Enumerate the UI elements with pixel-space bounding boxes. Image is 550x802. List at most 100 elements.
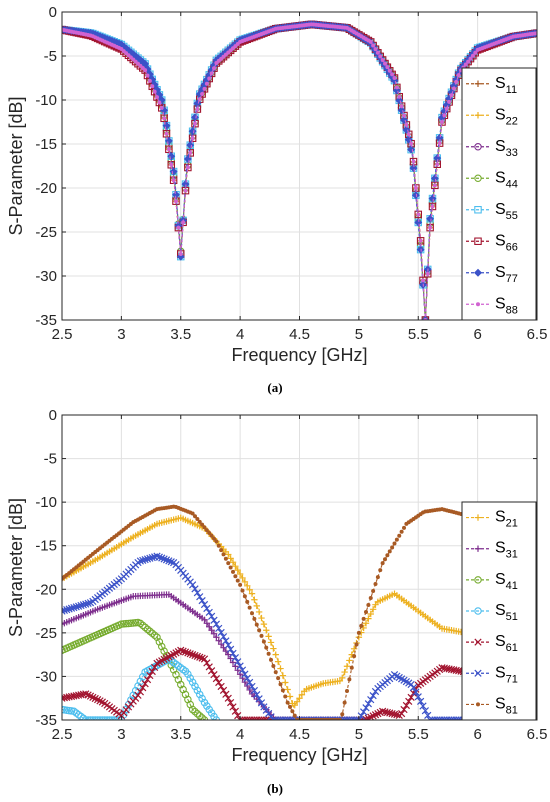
- series-point-S88: [181, 220, 186, 225]
- series-point-S61: [224, 694, 232, 702]
- series-point-S81: [392, 541, 397, 546]
- series-point-S71: [162, 556, 171, 564]
- series-point-S71: [148, 553, 156, 562]
- series-point-S88: [449, 93, 454, 98]
- series-point-S21: [365, 615, 372, 622]
- series-point-S61: [203, 659, 211, 667]
- legend-swatch-marker: [474, 576, 482, 584]
- series-point-S71: [189, 581, 197, 589]
- legend-label: S71: [495, 664, 518, 685]
- legend-box: [461, 67, 537, 321]
- series-point-S88: [411, 159, 416, 164]
- series-point-S41: [196, 712, 204, 720]
- series-point-S71: [219, 633, 228, 641]
- legend-label-subscript: 61: [506, 642, 518, 654]
- legend-label-base: S: [495, 264, 506, 281]
- series-point-S81: [202, 525, 207, 530]
- series-point-S61: [146, 671, 154, 680]
- series-point-S77: [395, 96, 404, 105]
- legend-label-subscript: 22: [506, 115, 518, 127]
- series-point-S77: [188, 127, 197, 136]
- series-point-S21: [227, 555, 234, 562]
- x-axis-label: Frequency [GHz]: [231, 345, 367, 365]
- x-tick-label: 5: [355, 326, 363, 343]
- series-point-S81: [221, 552, 226, 557]
- series-point-S71: [364, 700, 372, 708]
- legend-swatch-marker: [474, 514, 482, 521]
- series-point-S21: [291, 701, 298, 709]
- series-point-S61: [141, 680, 149, 688]
- series-point-S71: [421, 707, 429, 715]
- series-point-S77: [167, 152, 176, 161]
- legend-label: S21: [495, 509, 518, 530]
- legend-swatch-marker: [474, 638, 482, 646]
- series-point-S77: [426, 214, 435, 223]
- series-point-S71: [196, 593, 204, 601]
- series-point-S81: [354, 642, 359, 647]
- series-point-S61: [229, 703, 237, 711]
- series-point-S71: [255, 695, 263, 703]
- series-point-S21: [360, 624, 367, 632]
- series-point-S88: [371, 43, 376, 48]
- y-tick-label: -25: [35, 625, 57, 642]
- series-point-S21: [343, 663, 351, 670]
- legend-label-subscript: 81: [506, 704, 518, 716]
- series-point-S21: [293, 698, 301, 705]
- series-point-S88: [463, 62, 468, 67]
- series-point-S81: [207, 530, 212, 535]
- x-tick-label: 2.5: [52, 326, 73, 343]
- legend-label: S31: [495, 540, 518, 561]
- series-point-S41: [191, 707, 199, 716]
- legend-label-base: S: [495, 169, 506, 186]
- series-point-S71: [77, 601, 85, 610]
- legend-label: S88: [495, 295, 518, 316]
- legend-item-S51: S51: [466, 602, 518, 623]
- series-point-S81: [247, 605, 252, 610]
- series-point-S21: [260, 620, 268, 628]
- series-point-S88: [145, 73, 150, 78]
- series-point-S81: [200, 522, 205, 527]
- series-point-S81: [290, 709, 295, 714]
- series-S71: [62, 552, 517, 720]
- series-point-S77: [404, 135, 413, 144]
- series-point-S81: [385, 553, 390, 558]
- series-point-S81: [269, 657, 273, 662]
- series-point-S81: [347, 677, 352, 682]
- series-point-S71: [165, 557, 173, 565]
- legend-label-subscript: 71: [506, 673, 518, 685]
- series-point-S71: [84, 599, 92, 608]
- series-point-S21: [341, 668, 348, 676]
- legend-label-base: S: [495, 232, 506, 249]
- x-tick-label: 6: [473, 726, 481, 743]
- legend-label: S41: [495, 571, 518, 592]
- panel-caption: (b): [267, 781, 283, 796]
- series-point-S71: [243, 674, 251, 682]
- series-point-S81: [240, 588, 245, 593]
- series-point-S31: [201, 616, 208, 623]
- series-point-S88: [399, 104, 404, 109]
- series-point-S88: [430, 204, 435, 209]
- series-point-S71: [419, 702, 427, 710]
- series-point-S88: [209, 71, 214, 76]
- legend-swatch-marker: [476, 702, 480, 707]
- legend-label-subscript: 88: [506, 304, 518, 316]
- series-point-S81: [252, 616, 257, 621]
- series-point-S21: [267, 639, 275, 646]
- series-point-S61: [189, 651, 197, 659]
- series-point-S31: [244, 682, 251, 690]
- series-point-S77: [409, 164, 418, 173]
- series-point-S81: [280, 688, 285, 693]
- legend-label-base: S: [495, 106, 506, 123]
- series-point-S21: [251, 596, 258, 603]
- y-tick-label: -20: [35, 180, 57, 197]
- series-point-S21: [282, 679, 289, 686]
- series-point-S81: [278, 682, 283, 687]
- series-point-S81: [223, 556, 228, 561]
- series-point-S71: [227, 645, 235, 653]
- series-point-S71: [203, 604, 211, 613]
- series-point-S61: [184, 649, 192, 657]
- series-point-S88: [212, 66, 216, 71]
- series-point-S88: [392, 76, 397, 80]
- series-point-S81: [375, 575, 380, 580]
- series-point-S21: [232, 562, 239, 570]
